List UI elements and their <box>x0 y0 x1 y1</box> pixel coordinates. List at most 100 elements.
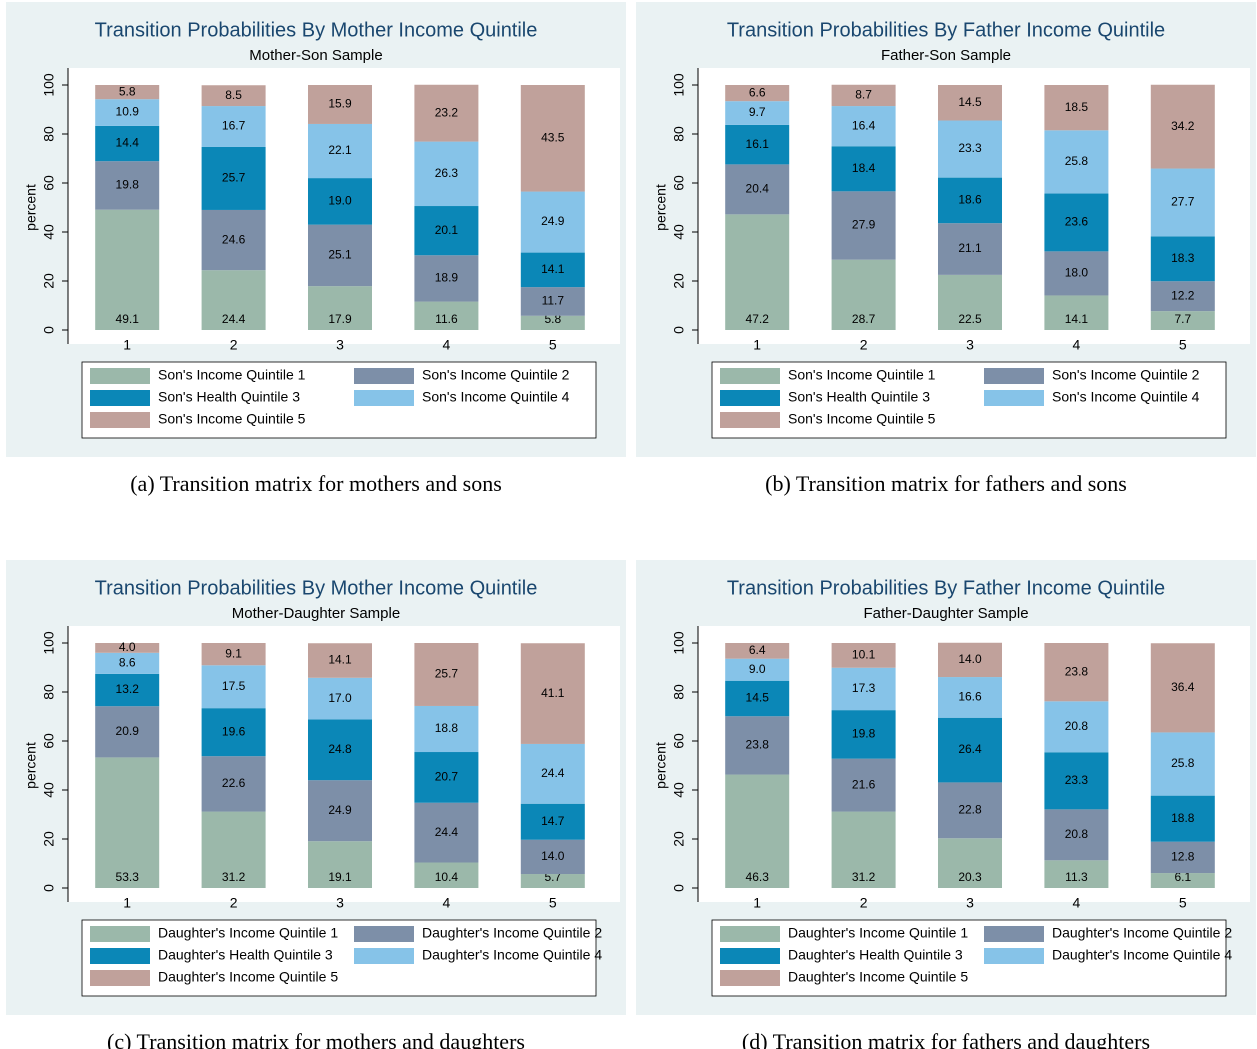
x-tick-label: 1 <box>123 895 131 911</box>
x-tick-label: 1 <box>753 337 761 353</box>
data-label: 14.5 <box>746 691 770 705</box>
legend-label: Son's Health Quintile 3 <box>788 389 930 405</box>
bar-segment <box>725 124 790 165</box>
bar-segment <box>520 252 585 288</box>
chart-subtitle: Mother-Daughter Sample <box>232 605 400 622</box>
x-tick-label: 4 <box>1073 895 1081 911</box>
data-label: 16.6 <box>958 690 982 704</box>
bar-segment <box>831 643 896 668</box>
x-tick-label: 4 <box>443 895 451 911</box>
legend-swatch <box>90 926 150 942</box>
data-label: 6.6 <box>749 85 766 99</box>
legend-swatch <box>984 390 1044 406</box>
data-label: 17.9 <box>328 312 352 326</box>
bar-segment <box>520 803 585 840</box>
legend-label: Daughter's Income Quintile 2 <box>1052 925 1232 941</box>
data-label: 19.6 <box>222 724 246 738</box>
data-label: 20.8 <box>1065 719 1089 733</box>
legend-swatch <box>90 970 150 986</box>
data-label: 19.1 <box>328 870 352 884</box>
data-label: 20.7 <box>435 770 459 784</box>
bar-segment <box>201 811 266 888</box>
bar-segment <box>95 757 160 888</box>
data-label: 36.4 <box>1171 680 1195 694</box>
bar-segment <box>95 706 160 758</box>
y-tick-label: 40 <box>41 782 57 798</box>
bar-segment <box>95 643 160 653</box>
data-label: 31.2 <box>222 870 246 884</box>
data-label: 18.0 <box>1065 266 1089 280</box>
bar-segment <box>201 85 266 107</box>
data-label: 49.1 <box>116 312 140 326</box>
legend-swatch <box>984 948 1044 964</box>
legend-swatch <box>720 970 780 986</box>
data-label: 26.4 <box>958 742 982 756</box>
bar-segment <box>95 125 160 162</box>
bar-segment <box>725 658 790 681</box>
x-tick-label: 2 <box>860 895 868 911</box>
y-tick-label: 0 <box>671 884 687 892</box>
caption: (d) Transition matrix for fathers and da… <box>742 1029 1150 1049</box>
legend-box <box>81 361 597 439</box>
bar-segment <box>1044 295 1109 330</box>
data-label: 13.2 <box>116 682 140 696</box>
data-label: 53.3 <box>116 870 140 884</box>
bar-segment <box>725 214 790 330</box>
bar-segment <box>938 838 1002 888</box>
legend-label: Daughter's Health Quintile 3 <box>158 947 333 963</box>
bar-segment <box>938 177 1002 224</box>
panel: Transition Probabilities By Mother Incom… <box>6 560 626 1049</box>
legend-label: Son's Income Quintile 2 <box>1052 367 1200 383</box>
data-label: 12.2 <box>1171 288 1195 302</box>
data-label: 4.0 <box>119 640 136 654</box>
bar-segment <box>725 680 790 717</box>
legend-swatch <box>354 390 414 406</box>
data-label: 14.5 <box>958 95 982 109</box>
x-tick-label: 3 <box>966 337 974 353</box>
y-tick-label: 60 <box>671 733 687 749</box>
legend-swatch <box>354 368 414 384</box>
data-label: 18.9 <box>435 271 459 285</box>
data-label: 22.8 <box>958 803 982 817</box>
data-label: 18.5 <box>1065 100 1089 114</box>
bar-segment <box>725 774 790 888</box>
y-tick-label: 80 <box>41 684 57 700</box>
bar-segment <box>414 705 479 753</box>
x-tick-label: 4 <box>1073 337 1081 353</box>
chart-title: Transition Probabilities By Mother Incom… <box>95 577 538 599</box>
legend-label: Son's Health Quintile 3 <box>158 389 300 405</box>
y-tick-label: 40 <box>671 224 687 240</box>
caption: (a) Transition matrix for mothers and so… <box>130 471 502 496</box>
caption: (b) Transition matrix for fathers and so… <box>765 471 1127 496</box>
legend-swatch <box>354 948 414 964</box>
bar-segment <box>1044 85 1109 131</box>
data-label: 18.6 <box>958 193 982 207</box>
bar-segment <box>201 106 266 147</box>
data-label: 25.1 <box>328 248 352 262</box>
bar-segment <box>831 84 896 107</box>
bar-segment <box>1150 841 1215 874</box>
bar-segment <box>95 652 160 674</box>
bar-segment <box>1044 809 1109 861</box>
data-label: 20.8 <box>1065 827 1089 841</box>
bar-segment <box>1150 168 1215 237</box>
bar-segment <box>1044 860 1109 888</box>
bar-segment <box>725 164 790 215</box>
bar-segment <box>831 811 896 888</box>
x-tick-label: 5 <box>549 337 557 353</box>
legend-swatch <box>354 926 414 942</box>
bar-segment <box>414 255 479 302</box>
legend-swatch <box>720 412 780 428</box>
data-label: 9.7 <box>749 105 766 119</box>
legend-swatch <box>720 948 780 964</box>
y-tick-label: 40 <box>41 224 57 240</box>
bar-segment <box>1044 643 1109 702</box>
bar-segment <box>938 782 1002 839</box>
data-label: 11.3 <box>1065 870 1088 884</box>
bar-segment <box>308 841 372 888</box>
x-tick-label: 5 <box>549 895 557 911</box>
y-tick-label: 20 <box>41 831 57 847</box>
bar-segment <box>308 123 372 179</box>
data-label: 24.6 <box>222 232 246 246</box>
bar-segment <box>831 191 896 260</box>
